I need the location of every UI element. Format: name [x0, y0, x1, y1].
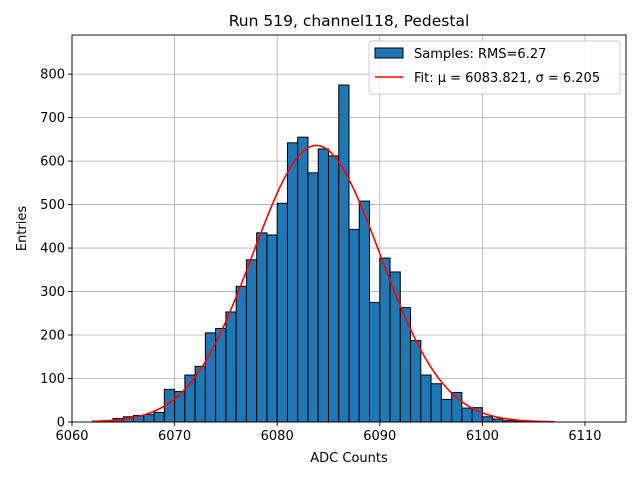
- y-tick-label: 700: [40, 111, 65, 126]
- y-tick-label: 400: [40, 242, 65, 257]
- histogram-bar: [338, 84, 350, 423]
- x-tick-label: 6090: [363, 429, 396, 444]
- histogram-bars: [92, 84, 555, 423]
- x-tick-label: 6080: [261, 429, 294, 444]
- histogram-bar: [430, 383, 442, 423]
- histogram-bar: [215, 328, 227, 423]
- histogram-bar: [348, 228, 360, 423]
- legend-swatch-histogram: [374, 47, 404, 59]
- y-tick-label: 300: [40, 285, 65, 300]
- y-tick-label: 0: [57, 416, 65, 431]
- histogram-bar: [286, 142, 299, 423]
- histogram-bar: [184, 374, 196, 423]
- histogram-bar: [276, 202, 288, 423]
- y-tick-label: 200: [40, 329, 65, 344]
- histogram-bar: [481, 416, 494, 423]
- legend-label-fit: Fit: μ = 6083.821, σ = 6.205: [414, 71, 600, 86]
- histogram-bar: [327, 155, 340, 423]
- x-tick-label: 6060: [55, 429, 88, 444]
- axis-ticks: 6060 6070 6080 6090 6100 6110 0 100 200 300 400 500…: [40, 68, 601, 444]
- histogram-bar: [256, 232, 268, 423]
- x-axis-title: ADC Counts: [310, 451, 388, 466]
- x-tick-label: 6070: [158, 429, 191, 444]
- x-tick-label: 6110: [568, 429, 601, 444]
- histogram-bar: [225, 311, 237, 423]
- legend-label-histogram: Samples: RMS=6.27: [414, 47, 546, 62]
- y-tick-label: 600: [40, 155, 65, 170]
- plot-frame: [71, 34, 627, 423]
- histogram-bar: [492, 418, 504, 423]
- gaussian-fit-curve: [92, 144, 555, 423]
- y-tick-label: 100: [40, 372, 65, 387]
- histogram-bar: [461, 407, 473, 423]
- histogram-bar: [317, 148, 329, 423]
- histogram-bar: [266, 234, 278, 423]
- histogram-bar: [440, 398, 453, 423]
- histogram-bar: [358, 200, 371, 423]
- legend: Samples: RMS=6.27 Fit: μ = 6083.821, σ =…: [368, 40, 621, 95]
- y-axis-title: Entries: [15, 206, 30, 252]
- histogram-bar: [235, 285, 247, 423]
- x-tick-label: 6100: [466, 429, 499, 444]
- histogram-bar: [379, 257, 391, 423]
- histogram-bar: [245, 259, 258, 423]
- legend-box: [368, 40, 621, 95]
- y-tick-label: 800: [40, 68, 65, 83]
- y-tick-label: 500: [40, 198, 65, 213]
- histogram-bar: [420, 374, 432, 423]
- histogram-bar: [297, 136, 309, 423]
- chart-title: Run 519, channel118, Pedestal: [229, 12, 470, 30]
- histogram-bar: [369, 301, 381, 423]
- histogram-bar: [307, 172, 319, 423]
- histogram-bar: [143, 414, 155, 423]
- histogram-bar: [174, 391, 186, 423]
- histogram-bar: [153, 411, 165, 423]
- histogram-bar: [410, 340, 422, 423]
